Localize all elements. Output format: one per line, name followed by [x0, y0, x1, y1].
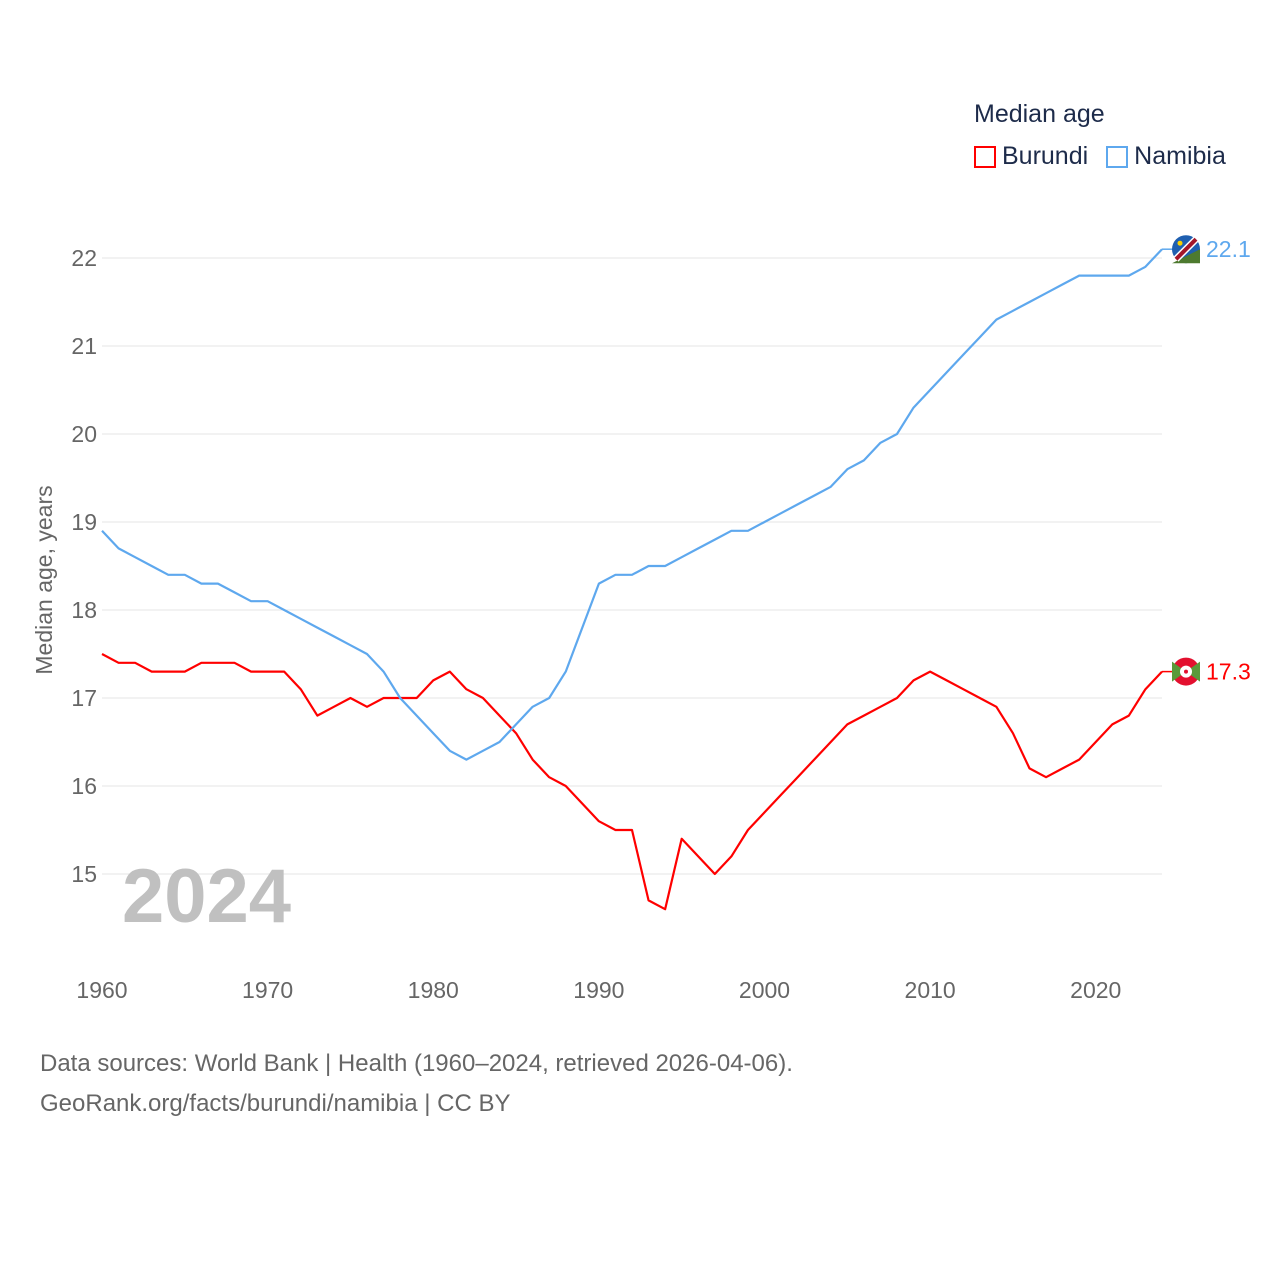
- legend: Burundi Namibia: [974, 142, 1226, 171]
- x-tick-label: 2020: [1070, 977, 1121, 1003]
- x-tick-label: 1980: [408, 977, 459, 1003]
- attribution-link[interactable]: GeoRank.org/facts/burundi/namibia | CC B…: [40, 1090, 511, 1117]
- end-value-label-burundi: 17.3: [1206, 659, 1251, 685]
- y-tick-label: 18: [71, 597, 97, 623]
- y-tick-label: 16: [71, 773, 97, 799]
- x-tick-label: 1990: [573, 977, 624, 1003]
- year-watermark: 2024: [122, 854, 291, 939]
- burundi-flag-star: [1184, 669, 1188, 674]
- y-tick-label: 20: [71, 421, 97, 447]
- end-value-label-namibia: 22.1: [1206, 236, 1251, 262]
- y-tick-label: 21: [71, 333, 97, 359]
- x-tick-label: 1960: [76, 977, 127, 1003]
- namibia-flag-sun: [1177, 240, 1183, 246]
- footer: Data sources: World Bank | Health (1960–…: [40, 1044, 793, 1124]
- legend-label-namibia: Namibia: [1134, 142, 1226, 170]
- legend-label-burundi: Burundi: [1002, 142, 1089, 170]
- x-tick-label: 2000: [739, 977, 790, 1003]
- data-source-text: Data sources: World Bank | Health (1960–…: [40, 1050, 793, 1077]
- x-tick-label: 2010: [905, 977, 956, 1003]
- series-line-namibia: [101, 248, 1163, 761]
- legend-title: Median age: [974, 100, 1105, 128]
- legend-swatch-namibia: [1106, 145, 1129, 168]
- y-tick-label: 22: [71, 245, 97, 271]
- legend-swatch-burundi: [974, 145, 996, 168]
- y-tick-label: 19: [71, 509, 97, 535]
- legend-item-burundi[interactable]: Burundi: [974, 142, 1088, 171]
- namibia-flag-red: [1174, 237, 1198, 261]
- legend-item-namibia[interactable]: Namibia: [1106, 142, 1226, 171]
- series-line-burundi: [101, 653, 1163, 911]
- y-axis-label: Median age, years: [31, 485, 57, 674]
- y-tick-label: 15: [71, 861, 97, 887]
- y-tick-label: 17: [71, 685, 97, 711]
- x-tick-label: 1970: [242, 977, 293, 1003]
